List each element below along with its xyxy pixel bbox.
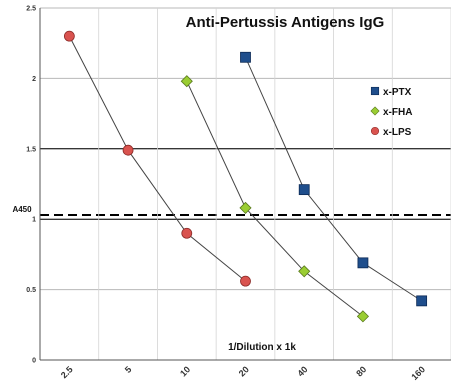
x-axis-label: 1/Dilution x 1k xyxy=(228,342,296,353)
legend: x-PTX x-FHA x-LPS xyxy=(370,86,412,138)
data-point-x-FHA xyxy=(239,201,252,215)
y-tick-label: 0.5 xyxy=(26,287,36,294)
data-point-x-FHA xyxy=(298,265,311,278)
data-point-x-LPS xyxy=(181,227,193,239)
tick-labels: 0 0.5 1 1.5 2 2.5 2.5 5 10 20 40 80 160 xyxy=(26,6,427,381)
series-line-x-LPS xyxy=(68,35,246,282)
y-tick-label: 2.5 xyxy=(26,6,36,13)
x-tick-label: 5 xyxy=(123,364,134,375)
data-point-x-PTX xyxy=(357,257,369,269)
y-tick-label: 0 xyxy=(32,358,36,365)
data-point-x-PTX xyxy=(240,51,251,63)
legend-marker-x-LPS xyxy=(370,126,380,136)
data-point-x-LPS xyxy=(240,275,251,287)
series-line-x-FHA xyxy=(186,81,364,317)
legend-label-x-LPS: x-LPS xyxy=(383,127,412,138)
data-point-x-FHA xyxy=(180,75,193,88)
data-point-x-LPS xyxy=(63,30,75,42)
y-tick-label: 2 xyxy=(32,76,36,83)
gridlines xyxy=(40,7,451,360)
x-tick-label: 80 xyxy=(354,364,368,378)
legend-marker-x-PTX xyxy=(370,86,380,96)
legend-label-x-FHA: x-FHA xyxy=(383,107,412,118)
axes xyxy=(39,8,451,361)
data-point-x-PTX xyxy=(298,184,310,196)
data-point-x-LPS xyxy=(122,144,134,156)
x-tick-label: 40 xyxy=(295,364,309,378)
x-tick-label: 10 xyxy=(178,364,192,378)
data-point-x-FHA xyxy=(356,310,369,323)
y-tick-label: 1 xyxy=(32,217,36,224)
x-tick-label: 2.5 xyxy=(59,364,75,380)
chart-title: Anti-Pertussis Antigens IgG xyxy=(186,14,385,31)
data-point-x-PTX xyxy=(416,295,428,307)
y-axis-label: A450 xyxy=(12,205,32,214)
series-x-FHA xyxy=(180,75,369,323)
x-tick-label: 160 xyxy=(409,364,427,381)
y-tick-label: 1.5 xyxy=(26,146,36,153)
series-x-PTX xyxy=(240,51,428,307)
legend-marker-x-FHA xyxy=(370,106,380,116)
series-layer xyxy=(63,30,428,323)
x-tick-label: 20 xyxy=(237,364,251,378)
series-line-x-PTX xyxy=(245,57,422,302)
series-x-LPS xyxy=(63,30,251,287)
legend-label-x-PTX: x-PTX xyxy=(383,87,412,98)
